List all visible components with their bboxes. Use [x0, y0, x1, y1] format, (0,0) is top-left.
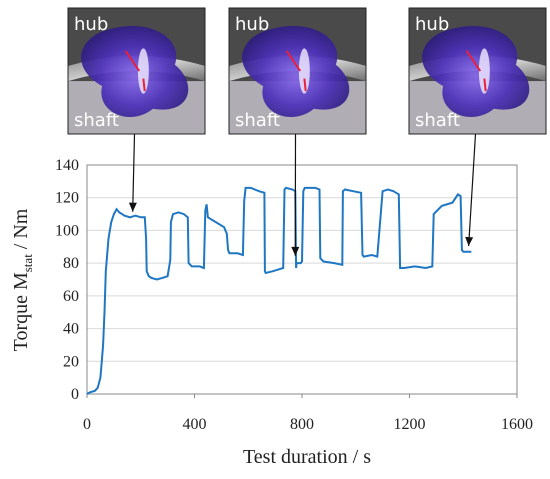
y-tick-label: 40: [63, 321, 79, 338]
plot-area-frame: [86, 164, 518, 395]
photo-crack-mark: [124, 50, 141, 72]
annotation-arrow-3: [465, 133, 477, 247]
x-tick-label: 1600: [501, 416, 533, 433]
annotation-arrow-2: [291, 133, 300, 256]
photo-inset-3: hub shaft: [408, 7, 547, 135]
y-tick-label: 120: [55, 190, 79, 207]
photo-inset-1: hub shaft: [67, 7, 206, 135]
arrow-shaft: [468, 133, 477, 247]
arrow-head: [465, 236, 474, 247]
arrow-shaft: [132, 133, 136, 212]
y-tick-label: 60: [63, 288, 79, 305]
y-tick-label: 20: [63, 353, 79, 370]
photo-dye-stain: [242, 26, 350, 117]
photo-highlight: [137, 48, 149, 94]
x-tick-label: 0: [83, 416, 91, 433]
x-axis-title: Test duration / s: [243, 446, 371, 468]
y-tick-label: 80: [63, 255, 79, 272]
photo-highlight: [298, 48, 310, 94]
y-axis-ticks: 0 20 40 60 80 100 120 140: [55, 157, 79, 403]
horizontal-grid: [87, 197, 517, 362]
x-tick-label: 400: [183, 416, 207, 433]
photo-border: [228, 7, 367, 135]
photo-crack-mark: [285, 50, 302, 72]
photo-hub-label: hub: [235, 14, 269, 35]
photo-inset-2: hub shaft: [228, 7, 367, 135]
photo-strip: hub shaft hub shaft hub shaft: [67, 7, 547, 135]
y-axis-title: Torque Mstat / Nm: [10, 208, 35, 351]
y-tick-label: 100: [55, 222, 79, 239]
x-axis-ticks: 0 400 800 1200 1600: [83, 394, 533, 433]
photo-highlight: [478, 48, 490, 94]
photo-dye-stain: [422, 26, 530, 117]
photo-crack-mark: [303, 78, 307, 92]
photo-shaft-label: shaft: [415, 110, 460, 131]
arrow-head: [291, 246, 300, 256]
photo-dye-stain: [81, 26, 189, 117]
annotation-arrow-1: [128, 133, 137, 212]
annotation-arrows: [128, 133, 477, 256]
photo-hub-label: hub: [74, 14, 108, 35]
x-tick-label: 1200: [394, 416, 426, 433]
photo-crack-mark: [465, 50, 482, 72]
y-tick-label: 0: [71, 386, 79, 403]
photo-border: [67, 7, 206, 135]
photo-shaft-label: shaft: [74, 110, 119, 131]
photo-crack-mark: [483, 78, 487, 92]
y-tick-label: 140: [55, 157, 79, 174]
photo-crack-mark: [142, 78, 146, 92]
arrow-head: [128, 202, 137, 212]
torque-series-line: [86, 186, 472, 395]
photo-border: [408, 7, 547, 135]
photo-hub-label: hub: [415, 14, 449, 35]
photo-shaft-label: shaft: [235, 110, 280, 131]
x-tick-label: 800: [290, 416, 314, 433]
